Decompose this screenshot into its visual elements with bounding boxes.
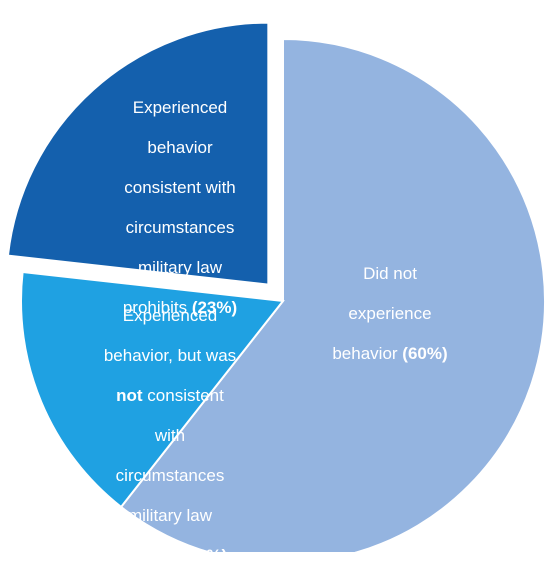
pie-chart (6, 21, 546, 552)
slice-label-not-consistent: Experienced behavior, but was not consis… (103, 306, 237, 565)
slice-consistent (6, 21, 270, 286)
slice-label-consistent: Experienced behavior consistent with cir… (122, 98, 238, 317)
slice-not-experienced (119, 37, 546, 552)
slice-label-not-experienced: Did not experience behavior (60%) (332, 264, 448, 363)
slice-not-consistent (20, 270, 285, 509)
